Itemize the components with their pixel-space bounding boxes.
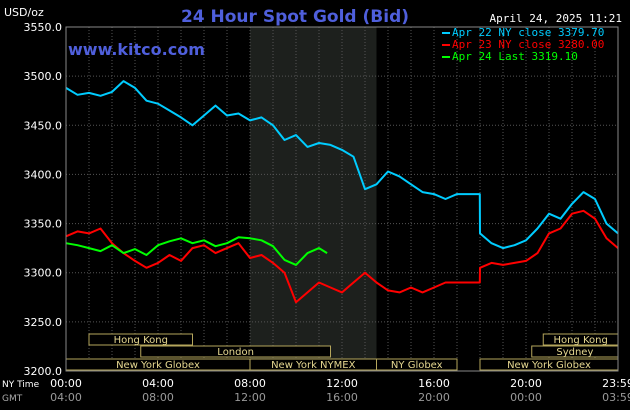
y-tick-label: 3550.0 <box>24 21 63 34</box>
session-label: New York NYMEX <box>271 360 356 371</box>
session-bar <box>88 333 193 346</box>
x-tick-label-gmt: 04:00 <box>50 391 82 404</box>
watermark-text: www.kitco.com <box>68 40 205 59</box>
x-tick-label-gmt: 08:00 <box>142 391 174 404</box>
x-tick-label-ny: 16:00 <box>418 377 450 390</box>
session-bar <box>376 358 458 371</box>
series-line-1 <box>65 80 619 250</box>
plot-layer <box>65 26 619 372</box>
x-tick-label-ny: 00:00 <box>50 377 82 390</box>
x-tick-label-ny: 20:00 <box>510 377 542 390</box>
x-tick-label-gmt: 00:00 <box>510 391 542 404</box>
x-axis-label-ny: NY Time <box>2 380 40 390</box>
legend-entry: Apr 22 NY close 3379.70 <box>452 26 604 39</box>
series-line-3 <box>65 236 328 266</box>
y-tick-label: 3250.0 <box>24 316 63 329</box>
chart-timestamp: April 24, 2025 11:21 <box>490 12 622 25</box>
x-tick-label-ny: 23:59 <box>602 377 630 390</box>
x-axis-label-gmt: GMT <box>2 394 23 404</box>
series-line-2 <box>65 209 619 304</box>
session-label: Hong Kong <box>114 335 168 346</box>
session-label: NY Globex <box>391 360 443 371</box>
shaded-region <box>250 27 377 371</box>
x-tick-label-gmt: 03:59 <box>602 391 630 404</box>
legend-entry: Apr 24 Last 3319.10 <box>452 50 578 63</box>
y-tick-label: 3200.0 <box>24 365 63 378</box>
y-tick-label: 3500.0 <box>24 70 63 83</box>
session-label: New York Globex <box>116 360 200 371</box>
x-tick-label-ny: 04:00 <box>142 377 174 390</box>
y-tick-label: 3450.0 <box>24 119 63 132</box>
y-tick-label: 3400.0 <box>24 168 63 181</box>
x-tick-label-ny: 12:00 <box>326 377 358 390</box>
legend-entry: Apr 23 NY close 3280.00 <box>452 38 604 51</box>
session-bar <box>140 345 331 358</box>
chart-title: 24 Hour Spot Gold (Bid) <box>181 7 409 27</box>
trading-sessions: Hong Kong Hong Kong London Sydney New York G… <box>65 333 619 371</box>
y-tick-label: 3300.0 <box>24 267 63 280</box>
session-label: Sydney <box>556 347 593 358</box>
plot-border <box>65 26 619 372</box>
axes: 3550.0 3500.0 3450.0 3400.0 3350.0 3300.0 3250… <box>24 21 630 404</box>
x-tick-label-ny: 08:00 <box>234 377 266 390</box>
x-tick-label-gmt: 20:00 <box>418 391 450 404</box>
session-label: London <box>217 347 254 358</box>
y-axis-label: USD/oz <box>4 6 44 19</box>
session-label: New York Globex <box>507 360 591 371</box>
x-tick-label-gmt: 16:00 <box>326 391 358 404</box>
y-tick-label: 3350.0 <box>24 218 63 231</box>
x-tick-label-gmt: 12:00 <box>234 391 266 404</box>
session-label: Hong Kong <box>553 335 607 346</box>
